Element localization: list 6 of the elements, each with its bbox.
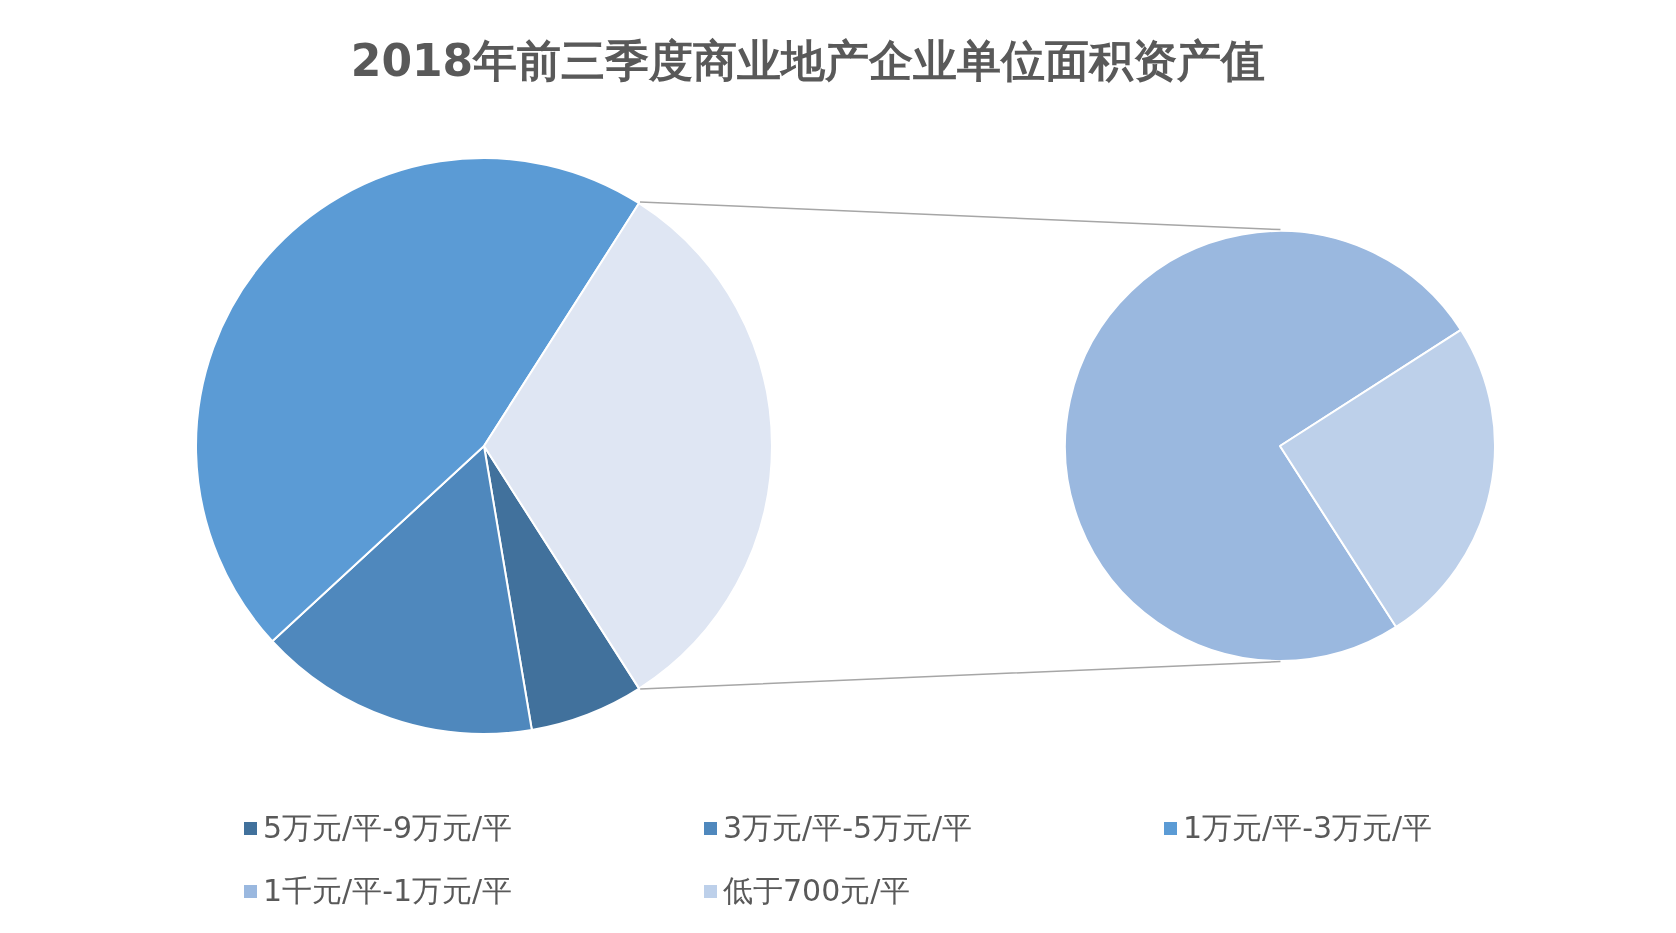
legend-label: 1千元/平-1万元/平 bbox=[263, 872, 513, 910]
legend-label: 低于700元/平 bbox=[723, 872, 911, 910]
chart-title: 2018年前三季度商业地产企业单位面积资产值 bbox=[349, 34, 1267, 88]
legend-label: 1万元/平-3万元/平 bbox=[1183, 809, 1433, 847]
legend-label: 3万元/平-5万元/平 bbox=[723, 809, 973, 847]
legend-label: 5万元/平-9万元/平 bbox=[263, 809, 513, 847]
